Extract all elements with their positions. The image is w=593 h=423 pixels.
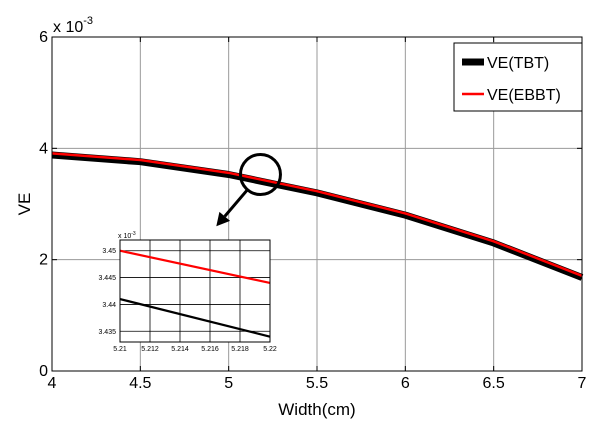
- inset-x-tick-label: 5.218: [231, 346, 249, 353]
- legend: VE(TBT) VE(EBBT): [453, 42, 583, 112]
- zoom-arrowhead: [216, 211, 231, 227]
- main-y-tick-label: 2: [39, 252, 48, 269]
- legend-label-ebbt: VE(EBBT): [487, 87, 561, 104]
- main-y-exponent-power: -3: [83, 15, 93, 27]
- main-y-exponent-base: x 10: [53, 19, 83, 36]
- main-series-line-0: [51, 151, 584, 281]
- inset-y-exponent-base: x 10: [118, 233, 131, 240]
- main-x-tick-labels: 4 4.5 5 5.5 6 6.5 7: [48, 375, 587, 392]
- main-grid: [52, 37, 582, 371]
- inset-x-tick-label: 5.21: [113, 346, 127, 353]
- main-y-tick-label: 0: [39, 363, 48, 380]
- inset-y-exponent-power: -3: [131, 231, 136, 237]
- main-y-exponent: x 10-3: [53, 15, 93, 36]
- main-x-tick-label: 6.5: [483, 375, 505, 392]
- inset-x-tick-label: 5.212: [141, 346, 159, 353]
- zoom-annotation: [216, 152, 282, 227]
- inset-y-tick-label: 3.44: [102, 302, 116, 309]
- main-x-tick-label: 4.5: [129, 375, 151, 392]
- zoom-arrow: [223, 188, 249, 218]
- inset-x-tick-label: 5.216: [201, 346, 219, 353]
- main-x-tick-label: 6: [401, 375, 410, 392]
- x-axis-label: Width(cm): [278, 400, 355, 419]
- main-y-tick-labels: 0 2 4 6: [39, 29, 48, 380]
- main-tick-marks: [51, 36, 583, 372]
- inset-plot: 5.21 5.212 5.214 5.216 5.218 5.22 3.4353.443.…: [98, 231, 276, 353]
- main-series-lines: [51, 151, 584, 281]
- main-series-line-1: [51, 152, 583, 277]
- inset-y-tick-label: 3.45: [102, 248, 116, 255]
- inset-plot-border: [119, 239, 271, 343]
- inset-x-tick-label: 5.22: [263, 346, 277, 353]
- inset-y-tick-labels: 3.435 3.44 3.445 3.45: [98, 248, 116, 336]
- legend-box: [453, 42, 583, 112]
- inset-series-line-1: [119, 249, 271, 285]
- zoom-circle: [238, 152, 282, 196]
- main-y-tick-label: 4: [39, 140, 48, 157]
- inset-y-exponent: x 10-3: [118, 231, 136, 240]
- inset-x-tick-label: 5.214: [171, 346, 189, 353]
- legend-label-tbt: VE(TBT): [487, 55, 549, 72]
- y-axis-label: VE: [15, 193, 34, 216]
- inset-x-tick-labels: 5.21 5.212 5.214 5.216 5.218 5.22: [113, 346, 277, 353]
- inset-series-line-0: [119, 297, 271, 338]
- inset-series-lines: [119, 249, 271, 338]
- main-x-tick-label: 5: [224, 375, 233, 392]
- main-x-tick-label: 7: [578, 375, 587, 392]
- main-x-tick-label: 4: [48, 375, 57, 392]
- inset-y-tick-label: 3.435: [98, 329, 116, 336]
- main-y-tick-label: 6: [39, 29, 48, 46]
- inset-y-tick-label: 3.445: [98, 275, 116, 282]
- main-x-tick-label: 5.5: [306, 375, 328, 392]
